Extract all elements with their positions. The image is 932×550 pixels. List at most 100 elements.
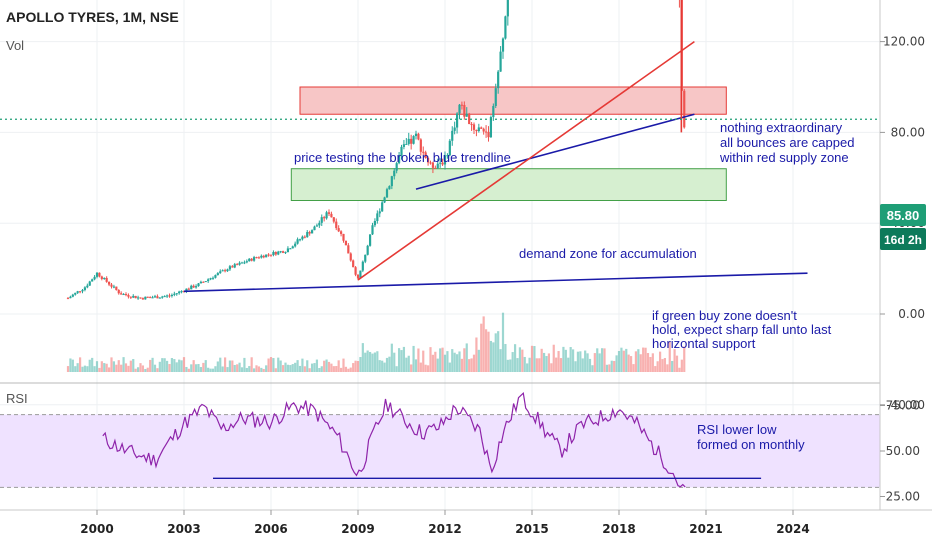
volume-bar <box>252 368 256 372</box>
rsi-label[interactable]: RSI <box>6 391 28 406</box>
candle-body <box>335 221 338 229</box>
volume-bar <box>513 344 517 372</box>
volume-bar <box>470 358 473 372</box>
candle-body <box>192 285 195 288</box>
volume-bar <box>625 348 628 372</box>
candle-body <box>330 213 333 218</box>
candle-body <box>356 274 360 279</box>
candle-body <box>320 217 323 223</box>
volume-bar <box>557 351 560 372</box>
volume-bar <box>591 365 594 372</box>
volume-bar <box>373 352 377 372</box>
volume-bar <box>511 352 514 372</box>
volume-bar <box>301 358 304 372</box>
candle-body <box>262 255 265 258</box>
time-axis[interactable]: 2000 2003 2006 2009 2012 2015 2018 2021 2024 <box>80 510 810 536</box>
volume-bar <box>475 337 478 372</box>
volume-label[interactable]: Vol <box>6 38 24 53</box>
candle-body <box>170 294 174 296</box>
volume-bar <box>547 353 551 372</box>
volume-bar <box>371 353 374 372</box>
volume-bar <box>489 340 493 372</box>
volume-bar <box>600 348 604 372</box>
volume-bar <box>182 357 186 372</box>
candle-body <box>122 294 125 296</box>
volume-bar <box>83 365 87 372</box>
volume-bar <box>144 368 147 372</box>
candle-body <box>303 236 306 238</box>
blue-trendline[interactable] <box>415 113 695 190</box>
candle-body <box>260 255 263 258</box>
volume-bar <box>368 351 372 372</box>
volume-bar <box>139 363 142 372</box>
volume-bar <box>267 358 270 372</box>
candle-body <box>107 281 111 285</box>
volume-bar <box>569 347 572 372</box>
candle-body <box>66 298 70 300</box>
countdown-badge: 16d 2h <box>880 228 926 250</box>
candle-body <box>431 162 435 168</box>
candle-body <box>480 127 483 129</box>
rsi-axis[interactable]: 75.00 50.00 25.00 <box>880 399 920 504</box>
price-tick-label: 120.00 <box>883 35 925 49</box>
rsi-annotation-line-1: RSI lower low <box>697 422 777 437</box>
volume-bar <box>552 344 555 372</box>
volume-bar <box>236 364 239 372</box>
volume-bar <box>559 358 563 372</box>
candle-body <box>439 162 442 164</box>
candle-body <box>95 272 99 277</box>
horizontal-support-line[interactable] <box>183 272 808 293</box>
volume-bar <box>303 366 306 372</box>
volume-bar <box>439 348 442 372</box>
candle-body <box>134 295 137 299</box>
volume-bar <box>542 352 546 372</box>
volume-bar <box>277 357 280 372</box>
volume-bar <box>622 350 625 372</box>
volume-bar <box>320 366 323 372</box>
candle-body <box>434 167 437 169</box>
volume-bar <box>651 353 654 372</box>
candle-body <box>371 225 374 235</box>
candle-body <box>296 239 299 244</box>
candle-body <box>325 212 328 219</box>
candle-body <box>463 104 466 117</box>
volume-bar <box>584 350 587 372</box>
candle-body <box>407 138 410 144</box>
volume-bar <box>347 368 350 372</box>
volume-bar <box>666 364 669 372</box>
volume-bar <box>550 363 553 372</box>
price-axis[interactable]: 240.00200.00160.00120.0080.0040.000.00-4… <box>880 0 925 412</box>
volume-bar <box>359 357 362 372</box>
candle-body <box>214 275 217 278</box>
candle-body <box>354 267 357 275</box>
volume-bar <box>202 362 205 372</box>
candle-body <box>105 277 108 282</box>
volume-bar <box>207 367 210 372</box>
volume-bar <box>117 360 120 372</box>
volume-bar <box>86 366 89 372</box>
candle-body <box>402 144 406 147</box>
red-resistance-line[interactable] <box>357 40 695 281</box>
volume-bar <box>98 367 101 372</box>
trendline-annotation: price testing the broken blue trendline <box>294 150 511 165</box>
price-tick-label: 0.00 <box>898 307 925 321</box>
volume-bar <box>153 364 157 372</box>
candle-body <box>313 226 316 231</box>
volume-bar <box>330 363 333 372</box>
volume-bar <box>639 354 642 372</box>
candle-body <box>492 105 495 118</box>
symbol-title[interactable]: APOLLO TYRES, 1M, NSE <box>6 9 179 25</box>
volume-bar <box>238 362 241 372</box>
candle-body <box>484 131 488 133</box>
volume-bar <box>265 365 268 372</box>
volume-bar <box>605 364 609 372</box>
volume-bar <box>294 362 297 372</box>
volume-bar <box>315 359 319 372</box>
candle-body <box>436 163 439 169</box>
volume-bar <box>194 364 198 372</box>
volume-bar <box>487 331 490 372</box>
candle-body <box>146 296 149 298</box>
supply-zone[interactable] <box>299 86 727 115</box>
volume-bar <box>306 360 309 372</box>
candle-body <box>274 252 277 255</box>
